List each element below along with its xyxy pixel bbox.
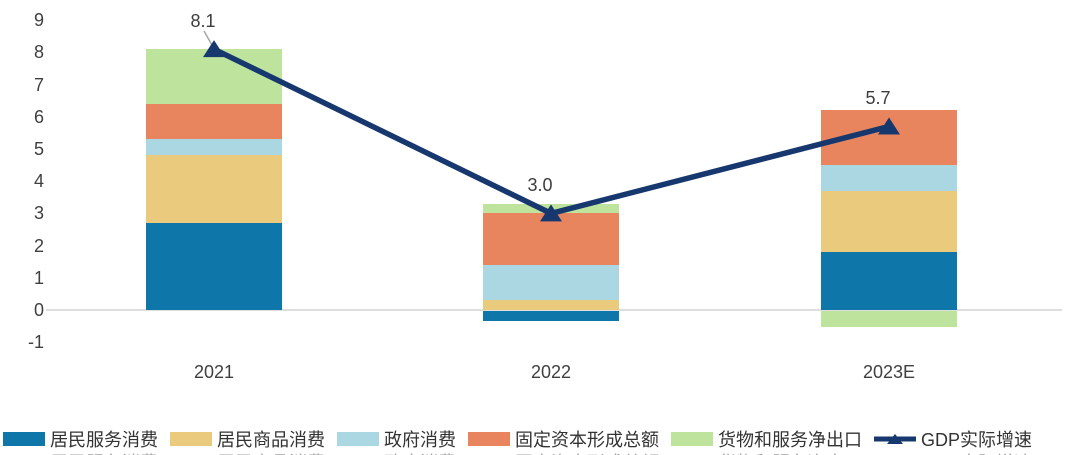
y-tick-label: 5 bbox=[33, 139, 44, 159]
y-tick-label: -1 bbox=[27, 332, 44, 353]
legend-item-GDP实际增速: GDP实际增速 bbox=[874, 426, 1032, 452]
bar-segment-居民服务消费-2021 bbox=[146, 223, 282, 310]
y-tick-label: 0 bbox=[33, 300, 44, 320]
triangle-marker-icon bbox=[203, 40, 225, 58]
legend-item-固定资本形成总额: 固定资本形成总额 bbox=[468, 449, 659, 455]
legend-swatch-icon bbox=[671, 432, 713, 446]
legend-label: 居民服务消费 bbox=[50, 449, 158, 455]
bar-segment-居民商品消费-2023E bbox=[821, 190, 957, 253]
legend-label: GDP实际增速 bbox=[921, 430, 1033, 450]
y-tick-label: 2 bbox=[33, 235, 44, 256]
y-tick-label: 1 bbox=[33, 267, 44, 288]
legend-label: GDP实际增速 bbox=[921, 449, 1032, 455]
legend-item-货物和服务净出口: 货物和服务净出口 bbox=[671, 449, 862, 455]
gdp-line-legend-icon bbox=[874, 434, 916, 444]
y-tick-label: 8 bbox=[33, 42, 44, 63]
legend-swatch-icon bbox=[468, 432, 510, 446]
legend-ghost-row: 居民服务消费 居民商品消费 政府消费 固定资本形成总额 货物和服务净出口 GDP实际增速 bbox=[3, 449, 1032, 455]
bar-segment-政府消费-2021 bbox=[146, 139, 282, 156]
legend-label: 固定资本形成总额 bbox=[515, 449, 659, 455]
y-tick-label: 4 bbox=[33, 171, 44, 192]
legend-swatch-icon bbox=[3, 432, 45, 446]
bar-segment-固定资本形成总额-2021 bbox=[146, 103, 282, 140]
legend-item-居民商品消费: 居民商品消费 bbox=[170, 426, 325, 452]
y-tick-label: 9 bbox=[33, 10, 44, 31]
legend-label: 货物和服务净出口 bbox=[718, 449, 862, 455]
bar-segment-居民服务消费-2023E bbox=[821, 252, 957, 310]
bar-segment-政府消费-2022 bbox=[483, 264, 619, 301]
legend-label: 政府消费 bbox=[384, 449, 456, 455]
x-tick-label: 2021 bbox=[193, 362, 235, 382]
gdp-data-label: 3.0 bbox=[527, 175, 553, 196]
legend-item-货物和服务净出口: 货物和服务净出口 bbox=[671, 426, 862, 452]
bar-segment-政府消费-2023E bbox=[821, 165, 957, 191]
legend: 居民服务消费 居民商品消费 政府消费 固定资本形成总额 货物和服务净出口 GDP实际增速 bbox=[3, 426, 1032, 452]
legend-item-政府消费: 政府消费 bbox=[337, 449, 456, 455]
gdp-data-label: 8.1 bbox=[190, 11, 216, 32]
y-tick-label: 3 bbox=[33, 203, 44, 224]
x-tick-label: 2023E bbox=[862, 362, 916, 382]
legend-item-政府消费: 政府消费 bbox=[337, 426, 456, 452]
gdp-data-label: 5.7 bbox=[865, 88, 891, 109]
legend-item-居民商品消费: 居民商品消费 bbox=[170, 449, 325, 455]
y-tick-label: 6 bbox=[33, 106, 44, 127]
legend-item-固定资本形成总额: 固定资本形成总额 bbox=[468, 426, 659, 452]
zero-gridline bbox=[46, 309, 1062, 311]
bar-segment-货物和服务净出口-2021 bbox=[146, 49, 282, 104]
bar-segment-货物和服务净出口-2023E bbox=[821, 311, 957, 328]
legend-item-居民服务消费: 居民服务消费 bbox=[3, 426, 158, 452]
legend-label: 居民服务消费 bbox=[50, 430, 158, 450]
legend-label: 居民商品消费 bbox=[217, 430, 325, 450]
bar-segment-居民服务消费-2022 bbox=[483, 311, 619, 321]
data-label-leader-line bbox=[203, 30, 213, 46]
legend-label: 居民商品消费 bbox=[217, 449, 325, 455]
legend-item-居民服务消费: 居民服务消费 bbox=[3, 449, 158, 455]
triangle-marker-icon bbox=[878, 117, 900, 135]
x-tick-label: 2022 bbox=[530, 362, 572, 382]
legend-label: 固定资本形成总额 bbox=[515, 430, 659, 450]
triangle-marker-icon bbox=[540, 204, 562, 222]
bar-segment-固定资本形成总额-2022 bbox=[483, 213, 619, 265]
legend-item-GDP实际增速: GDP实际增速 bbox=[874, 449, 1032, 455]
legend-label: 政府消费 bbox=[384, 430, 456, 450]
y-tick-label: 7 bbox=[33, 74, 44, 95]
bar-segment-居民商品消费-2021 bbox=[146, 155, 282, 224]
legend-swatch-icon bbox=[170, 432, 212, 446]
bar-segment-居民商品消费-2022 bbox=[483, 300, 619, 310]
legend-swatch-icon bbox=[337, 432, 379, 446]
legend-label: 货物和服务净出口 bbox=[718, 430, 862, 450]
